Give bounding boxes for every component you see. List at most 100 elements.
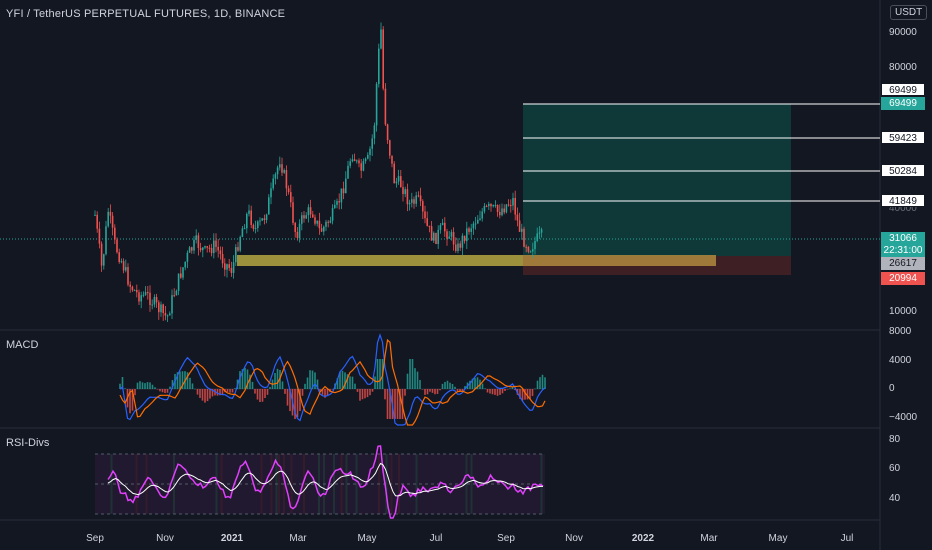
candle-body bbox=[100, 243, 103, 266]
candle-body bbox=[529, 251, 532, 253]
candle-body bbox=[358, 160, 360, 164]
macd-histogram-bar bbox=[171, 380, 174, 389]
candle-body bbox=[142, 294, 145, 296]
macd-histogram-bar bbox=[461, 389, 464, 391]
candle-body bbox=[164, 312, 167, 316]
candle-body bbox=[107, 211, 109, 227]
candle-body bbox=[347, 165, 349, 179]
candle-body bbox=[327, 221, 329, 223]
candle-body bbox=[149, 292, 151, 305]
macd-histogram-bar bbox=[276, 368, 279, 389]
current-price-label[interactable]: 31066 22:31:00 bbox=[881, 232, 925, 258]
macd-pane-title[interactable]: MACD bbox=[6, 339, 39, 351]
candle-body bbox=[204, 246, 206, 248]
candle-body bbox=[397, 176, 400, 182]
candle-body bbox=[155, 297, 158, 303]
candle-body bbox=[263, 218, 266, 220]
rsi-divergence-bar bbox=[345, 454, 348, 514]
macd-histogram-bar bbox=[249, 374, 251, 389]
macd-histogram-bar bbox=[439, 389, 441, 391]
candle-body bbox=[232, 262, 235, 273]
rsi-divergence-bar bbox=[145, 454, 148, 514]
rsi-ma-line bbox=[107, 462, 543, 497]
macd-histogram-bar bbox=[374, 376, 376, 389]
macd-histogram-bar bbox=[254, 389, 256, 394]
macd-line bbox=[119, 333, 546, 426]
candle-body bbox=[98, 228, 101, 244]
macd-histogram-bar bbox=[284, 389, 286, 394]
macd-histogram-bar bbox=[541, 374, 544, 389]
price-label-41849[interactable]: 41849 bbox=[881, 194, 925, 207]
take-profit-label[interactable]: 69499 bbox=[881, 97, 925, 110]
chart-title[interactable]: YFI / TetherUS PERPETUAL FUTURES, 1D, BI… bbox=[6, 8, 286, 20]
candle-body bbox=[180, 273, 182, 278]
currency-badge[interactable]: USDT bbox=[890, 5, 928, 20]
candle-body bbox=[408, 202, 411, 205]
candle-body bbox=[274, 174, 277, 179]
candle-body bbox=[162, 304, 164, 313]
candle-body bbox=[428, 225, 431, 227]
macd-histogram-bar bbox=[136, 382, 139, 389]
macd-histogram-bar bbox=[491, 389, 494, 395]
rsi-tick-80: 80 bbox=[889, 434, 901, 445]
date-label-mar-2022: Mar bbox=[700, 533, 718, 544]
profit-zone[interactable] bbox=[523, 104, 791, 256]
candle-body bbox=[226, 264, 228, 270]
macd-histogram-bar bbox=[501, 389, 504, 394]
rsi-divergence-bar bbox=[303, 454, 305, 514]
macd-histogram-bar bbox=[296, 389, 299, 418]
candle-body bbox=[413, 199, 415, 204]
macd-histogram-bar bbox=[199, 389, 201, 398]
candle-body bbox=[534, 240, 536, 250]
candle-body bbox=[452, 232, 455, 245]
macd-histogram-bar bbox=[376, 359, 379, 389]
candle-body bbox=[446, 231, 448, 239]
price-label-69499[interactable]: 69499 bbox=[881, 83, 925, 96]
candle-body bbox=[474, 223, 477, 225]
macd-histogram-bar bbox=[139, 381, 141, 389]
macd-histogram-bar bbox=[309, 370, 311, 389]
macd-histogram-bar bbox=[366, 389, 369, 398]
macd-histogram-bar bbox=[544, 377, 546, 389]
macd-histogram-bar bbox=[344, 372, 346, 389]
candle-body bbox=[235, 247, 237, 263]
macd-histogram-bar bbox=[471, 378, 474, 389]
candle-body bbox=[279, 164, 281, 168]
candle-body bbox=[483, 205, 486, 212]
candle-body bbox=[406, 189, 409, 205]
macd-histogram-bar bbox=[176, 372, 179, 389]
rsi-pane-title[interactable]: RSI-Divs bbox=[6, 437, 50, 449]
macd-histogram-bar bbox=[321, 389, 324, 395]
macd-histogram-bar bbox=[521, 389, 524, 401]
macd-histogram-bar bbox=[229, 389, 231, 393]
macd-histogram-bar bbox=[509, 388, 511, 389]
candle-body bbox=[400, 176, 402, 188]
macd-histogram-bar bbox=[506, 389, 509, 390]
macd-histogram-bar bbox=[429, 389, 431, 392]
stop-loss-label[interactable]: 20994 bbox=[881, 272, 925, 285]
candle-body bbox=[127, 267, 129, 285]
date-label-may-2021: May bbox=[357, 533, 377, 544]
candle-body bbox=[457, 243, 459, 251]
macd-histogram-bar bbox=[386, 389, 389, 419]
candle-body bbox=[477, 219, 479, 224]
candle-body bbox=[391, 155, 393, 164]
rsi-tick-60: 60 bbox=[889, 463, 901, 474]
rsi-divergence-bar bbox=[355, 454, 358, 514]
candle-body bbox=[208, 247, 211, 249]
candle-body bbox=[523, 228, 525, 247]
candle-body bbox=[111, 215, 114, 228]
entry-band[interactable] bbox=[237, 255, 523, 266]
macd-histogram-bar bbox=[146, 382, 149, 389]
macd-histogram-bar bbox=[404, 389, 406, 396]
macd-histogram-bar bbox=[281, 381, 284, 389]
price-label-50284[interactable]: 50284 bbox=[881, 164, 925, 177]
candle-body bbox=[386, 124, 389, 141]
candle-body bbox=[213, 240, 215, 254]
macd-histogram-bar bbox=[119, 383, 121, 389]
entry-price-label[interactable]: 26617 bbox=[881, 257, 925, 270]
price-label-59423[interactable]: 59423 bbox=[881, 131, 925, 144]
candle-body bbox=[342, 188, 345, 194]
candle-body bbox=[424, 211, 426, 219]
